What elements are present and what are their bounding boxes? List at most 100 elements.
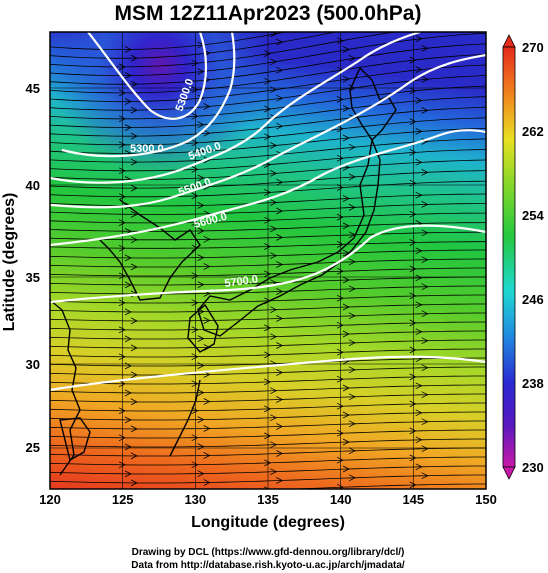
streamline — [50, 149, 486, 172]
streamline-arrow — [270, 32, 278, 38]
streamline-arrow — [276, 315, 284, 322]
streamline-arrow — [203, 479, 211, 486]
streamline-arrow — [348, 339, 356, 347]
streamline-arrow — [348, 285, 356, 293]
streamline-arrow — [276, 288, 284, 295]
colorbar: 270 262 254 246 238 230 — [502, 34, 544, 480]
streamline-arrow — [336, 348, 344, 356]
streamline-arrow — [276, 178, 284, 186]
streamline-arrow — [348, 258, 356, 266]
streamline-arrow — [276, 450, 284, 457]
streamline-arrow — [421, 256, 429, 264]
credit-line-1: Drawing by DCL (https://www.gfd-dennou.o… — [132, 547, 405, 558]
streamline-arrow — [118, 219, 126, 227]
streamline-arrow — [270, 170, 278, 177]
streamline-arrow — [348, 84, 356, 92]
streamline-arrow — [191, 139, 199, 147]
streamline — [50, 32, 398, 68]
contour-5200 — [87, 32, 208, 120]
streamline-arrow — [130, 211, 138, 218]
streamline-arrow — [421, 472, 429, 480]
streamline-arrow — [197, 68, 205, 75]
streamline-arrow — [409, 427, 417, 435]
streamline-arrow — [124, 124, 132, 131]
streamline-arrow — [130, 132, 138, 140]
colorbar-tick: 230 — [522, 460, 544, 475]
streamline-arrow — [270, 468, 278, 476]
streamline-arrow — [130, 54, 138, 62]
streamline-arrow — [264, 324, 272, 332]
streamline-arrow — [348, 54, 356, 62]
streamline-arrow — [342, 465, 350, 473]
streamline — [50, 456, 486, 466]
streamline-arrow — [118, 63, 126, 71]
colorbar-gradient — [502, 46, 516, 468]
streamline-arrow — [270, 414, 278, 422]
streamline-arrow — [130, 158, 138, 166]
streamline — [50, 339, 486, 349]
streamline-arrow — [118, 461, 126, 469]
streamline-arrow — [342, 195, 350, 202]
streamline-arrow — [421, 76, 429, 83]
streamline-arrow — [342, 222, 350, 230]
streamline — [50, 159, 486, 180]
streamline-arrow — [124, 308, 132, 316]
streamline-arrow — [203, 103, 211, 110]
streamline — [50, 222, 486, 232]
streamline — [50, 303, 486, 313]
streamline-arrow — [276, 342, 284, 349]
streamline-arrow — [415, 97, 423, 104]
streamline — [50, 138, 486, 163]
streamline-arrow — [415, 247, 423, 255]
contour-5700 — [50, 224, 486, 304]
x-tick-label: 130 — [184, 492, 206, 507]
colorbar-tick: 246 — [522, 292, 544, 307]
streamline-arrow — [422, 14, 428, 20]
streamline-arrow — [409, 346, 417, 354]
colorbar-max-triangle — [502, 34, 516, 48]
streamline — [50, 85, 486, 120]
streamline — [50, 54, 486, 94]
streamline-arrow — [197, 202, 205, 209]
streamline — [50, 438, 486, 448]
streamline-arrow — [264, 351, 272, 359]
streamline-arrow — [421, 229, 429, 237]
streamline-arrow — [276, 94, 284, 102]
ryukyu-islands — [169, 379, 201, 457]
streamline-arrow — [276, 396, 284, 403]
streamline-arrow — [118, 380, 126, 388]
streamline-arrow — [421, 283, 429, 291]
plot-area: 5300.0 5300.0 5400.0 5500.0 5600.0 5700.… — [50, 14, 486, 489]
streamline-arrow — [203, 452, 211, 459]
streamline-arrow — [342, 46, 350, 53]
streamline — [50, 420, 486, 430]
streamline-arrow — [118, 89, 126, 97]
streamline — [50, 402, 486, 412]
streamline-arrow — [197, 335, 205, 342]
streamline-arrow — [197, 174, 205, 182]
streamline-arrow — [342, 438, 350, 446]
streamline — [50, 267, 486, 277]
streamline-arrow — [130, 106, 138, 114]
streamline-arrow — [130, 317, 138, 325]
streamline — [50, 429, 486, 439]
streamline-arrow — [197, 389, 205, 396]
streamline-arrow — [197, 362, 205, 369]
streamline — [50, 276, 486, 286]
streamline-arrow — [197, 470, 205, 477]
streamline-arrow — [118, 407, 126, 415]
streamline-arrow — [415, 328, 423, 336]
streamline-arrow — [409, 373, 417, 381]
streamline-arrow — [348, 393, 356, 401]
streamline — [50, 212, 486, 224]
streamline-arrow — [130, 263, 138, 271]
streamline — [50, 375, 486, 385]
streamline-arrow — [197, 227, 205, 235]
streamline-arrow — [130, 344, 138, 352]
streamline-arrow — [336, 294, 344, 302]
streamline-arrow — [421, 45, 429, 52]
streamline — [50, 128, 486, 154]
streamline-arrow — [203, 183, 211, 190]
streamline-arrow — [276, 38, 284, 46]
